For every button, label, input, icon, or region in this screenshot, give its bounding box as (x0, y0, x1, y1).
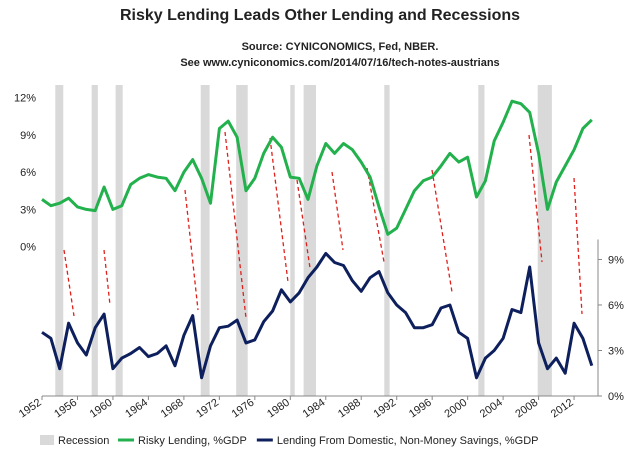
x-tick-label: 1968 (159, 397, 186, 421)
lead-line (528, 134, 543, 263)
recession-band (236, 85, 248, 396)
lead-line (269, 137, 289, 283)
legend-label: Lending From Domestic, Non-Money Savings… (277, 435, 539, 447)
lead-line (224, 131, 247, 319)
lead-line (331, 171, 344, 251)
lead-line (431, 169, 453, 293)
lead-line (296, 179, 311, 269)
x-tick-label: 1988 (336, 397, 363, 421)
x-tick-label: 1996 (407, 397, 434, 421)
recession-band (478, 85, 485, 396)
recession-band (303, 85, 317, 396)
lead-line (366, 167, 385, 263)
x-tick-label: 1992 (371, 397, 398, 421)
x-tick-label: 2000 (442, 397, 469, 421)
chart-title: Risky Lending Leads Other Lending and Re… (120, 7, 520, 24)
lead-line (103, 249, 111, 306)
chart-subtitle: See www.cyniconomics.com/2014/07/16/tech… (180, 57, 499, 69)
recession-band (91, 85, 98, 396)
lead-line (184, 189, 199, 311)
x-tick-label: 1976 (230, 397, 257, 421)
lead-line (63, 249, 75, 317)
x-tick-label: 1972 (194, 397, 221, 421)
y-tick-label: 12% (14, 92, 36, 104)
y2-tick-label: 3% (608, 345, 624, 357)
y-tick-label: 9% (20, 130, 36, 142)
x-tick-label: 1952 (17, 397, 44, 421)
y-tick-label: 6% (20, 167, 36, 179)
recession-band (290, 85, 295, 396)
x-tick-label: 1956 (52, 397, 79, 421)
recession-band (55, 85, 64, 396)
y2-tick-label: 6% (608, 300, 624, 312)
legend-label: Recession (58, 435, 109, 447)
recession-bands (55, 85, 552, 396)
x-tick-label: 2008 (513, 397, 540, 421)
y-tick-label: 0% (20, 242, 36, 254)
x-tick-label: 1984 (301, 397, 328, 421)
recession-band (384, 85, 390, 396)
x-tick-label: 1960 (88, 397, 115, 421)
series-line (41, 251, 594, 380)
y-tick-label: 3% (20, 204, 36, 216)
y2-tick-label: 0% (608, 391, 624, 403)
lead-lines (63, 131, 583, 319)
series-line (41, 99, 593, 236)
x-tick-label: 2012 (549, 397, 576, 421)
chart-subtitle: Source: CYNICONOMICS, Fed, NBER. (242, 41, 439, 53)
legend-label: Risky Lending, %GDP (138, 435, 247, 447)
recession-band (200, 85, 210, 396)
recession-band (115, 85, 123, 396)
x-tick-label: 2004 (478, 397, 505, 421)
legend-swatch (40, 435, 54, 445)
y2-tick-label: 9% (608, 254, 624, 266)
x-tick-label: 1964 (123, 397, 150, 421)
x-tick-label: 1980 (265, 397, 292, 421)
lead-line (573, 177, 583, 315)
